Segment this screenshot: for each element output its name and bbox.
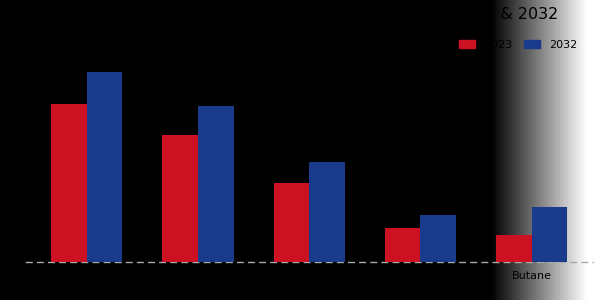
Bar bbox=[421, 215, 456, 262]
Legend: 2023, 2032: 2023, 2032 bbox=[454, 36, 582, 55]
Bar bbox=[309, 162, 345, 262]
Bar bbox=[274, 183, 309, 262]
Bar bbox=[198, 106, 233, 262]
Bar bbox=[496, 236, 532, 262]
Y-axis label: Market Size in USD Billion: Market Size in USD Billion bbox=[7, 70, 20, 222]
Bar bbox=[532, 207, 567, 262]
Bar bbox=[385, 228, 421, 262]
Text: 150.0: 150.0 bbox=[52, 93, 85, 103]
Bar bbox=[51, 104, 87, 262]
Bar bbox=[163, 135, 198, 262]
Text: Petrochemical Feedstock Market, By Feedstock Type, 2023 & 2032: Petrochemical Feedstock Market, By Feeds… bbox=[26, 7, 558, 22]
Bar bbox=[87, 72, 122, 262]
